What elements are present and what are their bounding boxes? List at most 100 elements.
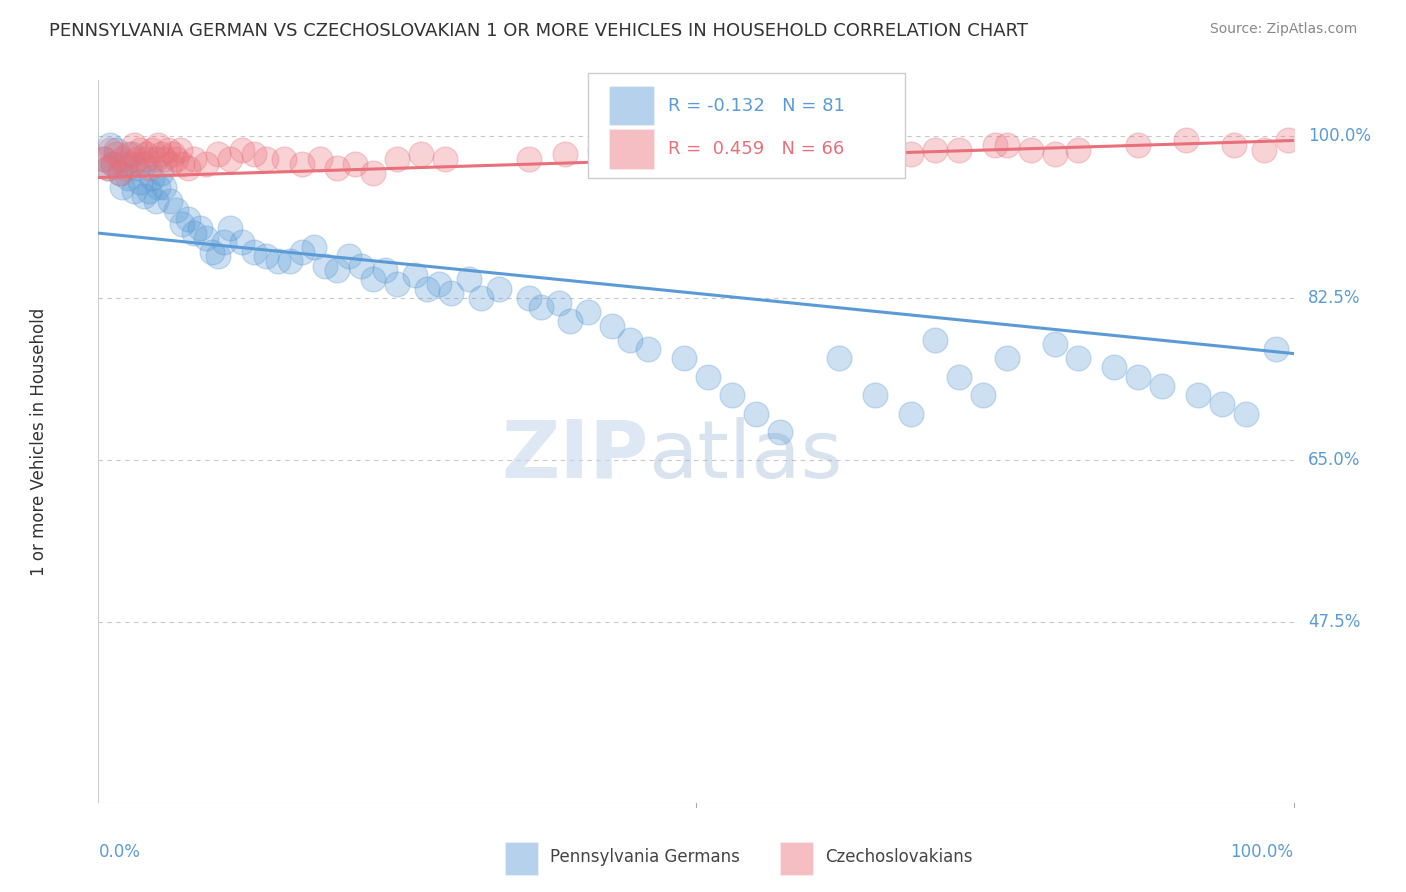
Text: Source: ZipAtlas.com: Source: ZipAtlas.com (1209, 22, 1357, 37)
Bar (609, 86, 654, 126)
Text: Czechoslovakians: Czechoslovakians (825, 848, 973, 866)
Point (108, 166, 131, 180)
Point (156, 143, 179, 157)
Point (153, 179, 176, 194)
Point (138, 185, 160, 199)
Point (440, 286, 463, 301)
Text: R =  0.459   N = 66: R = 0.459 N = 66 (668, 140, 845, 158)
Point (673, 147, 696, 161)
Point (121, 147, 143, 161)
Point (1067, 143, 1090, 157)
Point (169, 143, 191, 157)
Point (177, 212, 200, 227)
Point (1234, 407, 1257, 421)
Point (416, 282, 439, 296)
Point (101, 156, 124, 170)
Point (637, 152, 659, 166)
Point (995, 138, 1018, 153)
Point (141, 170, 163, 185)
Point (153, 152, 176, 166)
Text: 47.5%: 47.5% (1308, 613, 1360, 632)
Point (948, 369, 970, 384)
Point (1253, 143, 1275, 157)
Point (195, 231, 218, 245)
Point (697, 369, 720, 384)
Point (243, 147, 266, 161)
Text: 82.5%: 82.5% (1308, 289, 1361, 307)
Point (207, 249, 229, 263)
Point (745, 407, 768, 421)
Point (124, 138, 146, 153)
Point (93, 152, 115, 166)
Point (183, 226, 205, 240)
Point (756, 152, 779, 166)
Point (273, 152, 295, 166)
Point (1187, 388, 1209, 402)
Text: 1 or more Vehicles in Household: 1 or more Vehicles in Household (30, 308, 48, 575)
Point (135, 152, 157, 166)
Point (1223, 138, 1246, 153)
Point (145, 194, 167, 208)
Point (219, 152, 242, 166)
Point (900, 147, 922, 161)
Point (159, 194, 181, 208)
Point (195, 156, 218, 170)
Point (530, 300, 553, 314)
Point (578, 305, 600, 319)
Point (308, 152, 330, 166)
Point (554, 147, 576, 161)
Point (385, 277, 409, 291)
Point (172, 156, 194, 170)
Text: Pennsylvania Germans: Pennsylvania Germans (550, 848, 740, 866)
Point (1128, 138, 1150, 153)
Point (924, 333, 946, 347)
Point (278, 254, 301, 268)
Point (326, 161, 349, 176)
Point (385, 152, 409, 166)
Point (145, 152, 167, 166)
Point (434, 152, 457, 166)
Point (1211, 397, 1233, 411)
Point (108, 166, 131, 180)
Point (547, 295, 569, 310)
Point (231, 143, 253, 157)
Point (637, 342, 659, 356)
Point (1264, 342, 1286, 356)
Point (404, 268, 426, 282)
Point (101, 156, 124, 170)
Point (363, 166, 385, 180)
Point (1128, 369, 1150, 384)
Point (517, 152, 540, 166)
Point (219, 221, 242, 235)
Point (111, 179, 134, 194)
Point (165, 202, 187, 217)
Point (1019, 143, 1042, 157)
Point (972, 388, 994, 402)
Point (828, 351, 851, 366)
Text: 65.0%: 65.0% (1308, 451, 1360, 469)
Point (149, 166, 172, 180)
Point (125, 161, 148, 176)
Point (427, 277, 450, 291)
Point (1175, 133, 1198, 147)
Point (149, 147, 172, 161)
Point (172, 217, 194, 231)
Point (159, 156, 181, 170)
Point (267, 254, 290, 268)
Point (132, 189, 155, 203)
Point (768, 425, 790, 440)
Point (458, 272, 481, 286)
Point (560, 314, 582, 328)
Point (411, 147, 433, 161)
Point (602, 318, 624, 333)
Point (165, 152, 187, 166)
Point (924, 143, 946, 157)
Bar (505, 842, 538, 875)
Point (117, 170, 139, 185)
Point (97, 161, 120, 176)
Point (93, 152, 115, 166)
Point (201, 244, 224, 259)
Point (254, 152, 277, 166)
Point (326, 263, 349, 277)
Point (1067, 351, 1090, 366)
